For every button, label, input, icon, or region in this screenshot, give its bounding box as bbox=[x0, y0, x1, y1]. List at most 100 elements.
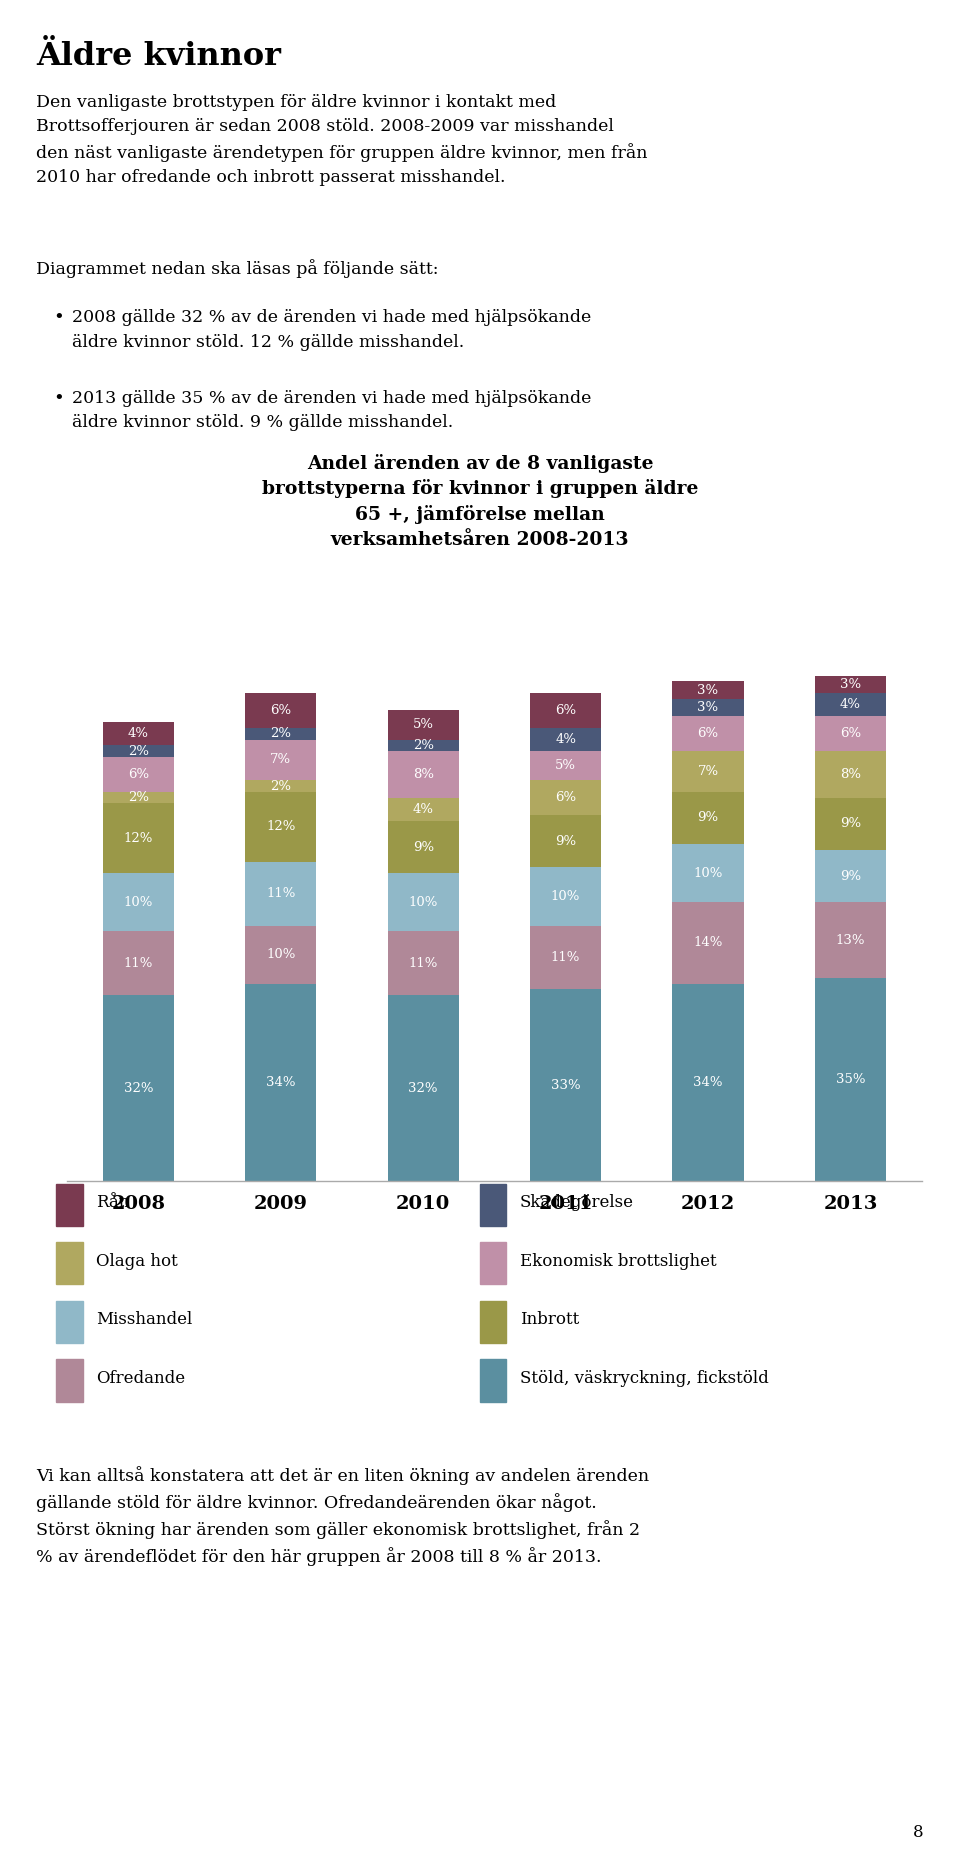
Bar bbox=[480, 1301, 507, 1342]
Bar bbox=[56, 1183, 83, 1226]
Text: 3%: 3% bbox=[697, 701, 719, 714]
Text: Ofredande: Ofredande bbox=[96, 1371, 185, 1388]
Text: 11%: 11% bbox=[124, 956, 153, 969]
Bar bbox=[245, 739, 317, 780]
Bar bbox=[245, 984, 317, 1181]
Text: 14%: 14% bbox=[693, 936, 723, 949]
Bar bbox=[530, 728, 601, 752]
Bar bbox=[672, 902, 744, 984]
Text: 10%: 10% bbox=[124, 896, 153, 909]
Text: 10%: 10% bbox=[409, 896, 438, 909]
Text: 9%: 9% bbox=[697, 812, 719, 825]
Text: 4%: 4% bbox=[555, 733, 576, 746]
Bar bbox=[103, 996, 174, 1181]
Text: 3%: 3% bbox=[840, 677, 861, 690]
Text: 4%: 4% bbox=[840, 698, 861, 711]
Bar bbox=[672, 791, 744, 844]
Bar bbox=[530, 926, 601, 990]
Text: 10%: 10% bbox=[266, 949, 296, 962]
Text: 4%: 4% bbox=[128, 728, 149, 741]
Text: 10%: 10% bbox=[551, 891, 580, 904]
Text: 10%: 10% bbox=[693, 866, 723, 879]
Text: 2%: 2% bbox=[128, 791, 149, 804]
Text: Olaga hot: Olaga hot bbox=[96, 1252, 178, 1269]
Bar bbox=[815, 979, 886, 1181]
Bar bbox=[530, 816, 601, 868]
Text: Andel ärenden av de 8 vanligaste
brottstyperna för kvinnor i gruppen äldre
65 +,: Andel ärenden av de 8 vanligaste brottst… bbox=[262, 454, 698, 549]
Bar bbox=[815, 797, 886, 849]
Text: 35%: 35% bbox=[835, 1072, 865, 1086]
Bar bbox=[815, 752, 886, 797]
Bar bbox=[56, 1359, 83, 1402]
Text: 2%: 2% bbox=[271, 728, 291, 741]
Bar bbox=[103, 744, 174, 758]
Text: Äldre kvinnor: Äldre kvinnor bbox=[36, 41, 281, 73]
Bar bbox=[388, 821, 459, 874]
Text: 7%: 7% bbox=[697, 765, 719, 778]
Text: Diagrammet nedan ska läsas på följande sätt:: Diagrammet nedan ska läsas på följande s… bbox=[36, 259, 439, 277]
Text: 2008 gällde 32 % av de ärenden vi hade med hjälpsökande
äldre kvinnor stöld. 12 : 2008 gällde 32 % av de ärenden vi hade m… bbox=[72, 309, 591, 351]
Text: 8%: 8% bbox=[413, 769, 434, 780]
Text: Inbrott: Inbrott bbox=[519, 1311, 579, 1328]
Text: 34%: 34% bbox=[693, 1076, 723, 1089]
Text: 8%: 8% bbox=[840, 769, 861, 780]
Bar bbox=[530, 694, 601, 728]
Bar bbox=[388, 932, 459, 996]
Bar bbox=[672, 984, 744, 1181]
Text: 11%: 11% bbox=[266, 887, 296, 900]
Text: 6%: 6% bbox=[555, 791, 576, 804]
Bar bbox=[103, 932, 174, 996]
Text: 8: 8 bbox=[913, 1824, 924, 1841]
Text: 4%: 4% bbox=[413, 802, 434, 816]
Bar bbox=[672, 699, 744, 716]
Text: 3%: 3% bbox=[697, 684, 719, 698]
Text: 6%: 6% bbox=[697, 728, 719, 741]
Bar bbox=[56, 1301, 83, 1342]
Bar bbox=[388, 711, 459, 739]
Bar bbox=[103, 791, 174, 802]
Text: 2013 gällde 35 % av de ärenden vi hade med hjälpsökande
äldre kvinnor stöld. 9 %: 2013 gällde 35 % av de ärenden vi hade m… bbox=[72, 390, 591, 431]
Bar bbox=[672, 752, 744, 791]
Text: 9%: 9% bbox=[413, 840, 434, 853]
Text: 6%: 6% bbox=[555, 703, 576, 716]
Bar bbox=[480, 1183, 507, 1226]
Text: 5%: 5% bbox=[555, 759, 576, 772]
Bar bbox=[103, 758, 174, 791]
Text: Rån: Rån bbox=[96, 1194, 130, 1211]
Bar bbox=[245, 780, 317, 791]
Bar bbox=[388, 996, 459, 1181]
Text: 13%: 13% bbox=[835, 934, 865, 947]
Text: Stöld, väskryckning, fickstöld: Stöld, väskryckning, fickstöld bbox=[519, 1371, 769, 1388]
Text: 12%: 12% bbox=[266, 819, 296, 832]
Bar bbox=[672, 716, 744, 752]
Text: Vi kan alltså konstatera att det är en liten ökning av andelen ärenden
gällande : Vi kan alltså konstatera att det är en l… bbox=[36, 1466, 650, 1566]
Text: 9%: 9% bbox=[555, 834, 576, 848]
Text: 11%: 11% bbox=[551, 951, 580, 964]
Bar bbox=[388, 752, 459, 797]
Text: 6%: 6% bbox=[270, 703, 292, 716]
Bar bbox=[480, 1359, 507, 1402]
Bar bbox=[245, 926, 317, 984]
Text: 11%: 11% bbox=[409, 956, 438, 969]
Bar bbox=[672, 681, 744, 699]
Bar bbox=[245, 728, 317, 739]
Text: •: • bbox=[53, 390, 63, 409]
Text: 33%: 33% bbox=[551, 1078, 581, 1091]
Bar bbox=[245, 694, 317, 728]
Text: 6%: 6% bbox=[128, 769, 149, 780]
Text: 32%: 32% bbox=[408, 1082, 438, 1095]
Text: 5%: 5% bbox=[413, 718, 434, 731]
Bar bbox=[103, 722, 174, 744]
Bar bbox=[815, 675, 886, 694]
Bar bbox=[815, 716, 886, 752]
Text: 2%: 2% bbox=[128, 744, 149, 758]
Text: Den vanligaste brottstypen för äldre kvinnor i kontakt med
Brottsofferjouren är : Den vanligaste brottstypen för äldre kvi… bbox=[36, 94, 648, 186]
Text: 9%: 9% bbox=[840, 870, 861, 883]
Bar bbox=[103, 874, 174, 932]
Bar bbox=[56, 1241, 83, 1284]
Text: 6%: 6% bbox=[840, 728, 861, 741]
Bar bbox=[672, 844, 744, 902]
Text: 12%: 12% bbox=[124, 832, 153, 846]
Text: 32%: 32% bbox=[124, 1082, 154, 1095]
Bar bbox=[388, 797, 459, 821]
